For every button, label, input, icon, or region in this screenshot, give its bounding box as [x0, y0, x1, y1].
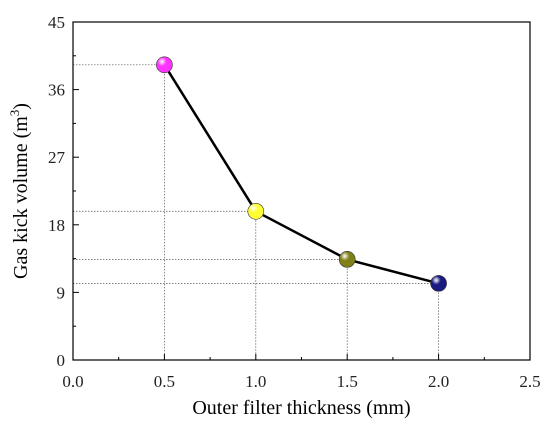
- data-point: [247, 202, 265, 220]
- x-tick-label: 0.5: [154, 372, 175, 391]
- data-point: [156, 56, 173, 74]
- plot-frame: [72, 21, 531, 361]
- y-tick-label: 9: [57, 283, 66, 302]
- x-axis-title: Outer filter thickness (mm): [192, 397, 410, 419]
- x-tick-label: 2.5: [519, 372, 540, 391]
- y-tick-label: 18: [48, 216, 65, 235]
- data-point: [430, 275, 447, 292]
- x-tick-label: 1.0: [245, 372, 266, 391]
- y-tick-label: 36: [48, 81, 65, 100]
- series-line: [163, 64, 439, 285]
- y-tick-label: 0: [57, 351, 66, 370]
- x-tick-label: 1.5: [337, 372, 358, 391]
- y-axis-title-superscript: 3: [7, 110, 22, 117]
- x-tick-label: 2.0: [428, 372, 449, 391]
- y-axis-title-main: Gas kick volume (m: [10, 116, 32, 279]
- y-tick-label: 45: [48, 13, 65, 32]
- y-tick-label: 27: [48, 148, 66, 167]
- reference-lines: [73, 64, 439, 360]
- y-axis-title: Gas kick volume (m3): [7, 103, 32, 279]
- axis-ticks: 0.0 0.5 1.0 1.5 2.0 2.5 0 9 18 27 36 45: [48, 13, 541, 391]
- data-point: [338, 251, 356, 268]
- x-tick-label: 0.0: [62, 372, 83, 391]
- y-axis-title-close: ): [10, 103, 32, 110]
- data-series: [156, 56, 447, 292]
